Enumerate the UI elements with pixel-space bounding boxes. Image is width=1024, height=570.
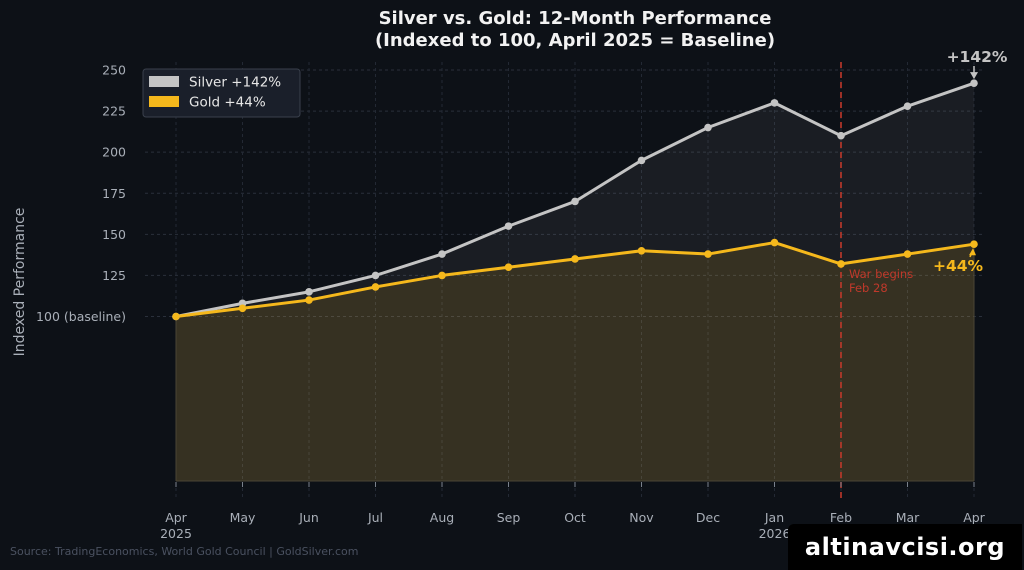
silver-point — [637, 156, 646, 165]
x-tick-year-label: 2026 — [759, 526, 791, 541]
y-tick-label: 150 — [102, 227, 126, 242]
y-tick-label: 225 — [102, 104, 126, 119]
silver-point — [837, 131, 845, 140]
silver-legend-label: Silver +142% — [189, 75, 281, 91]
chart-subtitle: (Indexed to 100, April 2025 = Baseline) — [374, 30, 776, 51]
silver-point — [305, 288, 313, 296]
event-label-line1: War begins — [849, 267, 913, 281]
gold-end-arrowhead — [969, 248, 976, 256]
silver-area — [176, 83, 974, 481]
gold-point — [704, 250, 712, 258]
grid — [145, 62, 985, 500]
x-tick-label: Jun — [298, 510, 319, 525]
silver-point — [770, 99, 779, 107]
silver-point — [571, 197, 579, 206]
x-tick-label: Dec — [696, 510, 720, 525]
gold-area — [176, 242, 974, 481]
gold-point — [571, 255, 579, 263]
x-tick-label: Apr — [165, 510, 187, 525]
x-tick-label: Oct — [564, 510, 586, 525]
x-tick-label: Feb — [830, 510, 852, 525]
y-axis-label: Indexed Performance — [12, 208, 28, 357]
silver-point — [504, 222, 513, 230]
x-tick-label: Jan — [764, 510, 784, 525]
x-tick-label: Nov — [629, 510, 654, 525]
silver-point — [438, 250, 446, 258]
x-tick-label: Mar — [896, 510, 920, 525]
legend-box — [142, 68, 301, 118]
y-tick-label: 200 — [102, 145, 126, 160]
watermark: altinavcisi.org — [788, 524, 1022, 570]
gold-point — [903, 250, 912, 258]
x-tick-label: May — [230, 510, 256, 525]
gold-legend-label: Gold +44% — [189, 95, 266, 111]
silver-point — [704, 123, 712, 132]
gold-point — [970, 240, 978, 248]
gold-point — [371, 283, 380, 291]
gold-point — [837, 260, 845, 268]
x-tick-label: Sep — [497, 510, 521, 525]
x-tick-year-label: 2025 — [160, 526, 192, 541]
x-tick-label: Aug — [430, 510, 454, 525]
gold-point — [438, 271, 446, 280]
y-tick-label: 175 — [102, 186, 126, 201]
annotations: +142% +44% — [933, 48, 1008, 275]
chart-title: Silver vs. Gold: 12-Month Performance — [378, 8, 772, 29]
silver-end-arrowhead — [970, 72, 978, 80]
x-tick-label: Jul — [367, 510, 383, 525]
gold-point — [305, 296, 313, 304]
event-label-line2: Feb 28 — [849, 281, 888, 295]
area-fills — [175, 83, 975, 482]
y-tick-label: 125 — [102, 268, 126, 283]
silver-legend-swatch — [149, 76, 179, 87]
series-points — [172, 79, 978, 321]
y-tick-label: 250 — [102, 63, 126, 78]
silver-point — [970, 79, 978, 87]
gold-point — [770, 238, 779, 247]
x-tick-label: Apr — [963, 510, 985, 525]
gold-end-label: +44% — [933, 257, 984, 275]
legend: Silver +142% Gold +44% — [142, 68, 301, 118]
source-note: Source: TradingEconomics, World Gold Cou… — [10, 545, 359, 558]
silver-end-label: +142% — [947, 48, 1008, 66]
silver-point — [903, 102, 912, 110]
y-tick-label: 100 (baseline) — [36, 309, 126, 324]
gold-legend-swatch — [149, 96, 179, 107]
silver-point — [371, 271, 380, 280]
gold-point — [504, 263, 513, 272]
gold-point — [637, 246, 646, 255]
gold-point — [172, 312, 180, 321]
gold-point — [238, 304, 247, 313]
